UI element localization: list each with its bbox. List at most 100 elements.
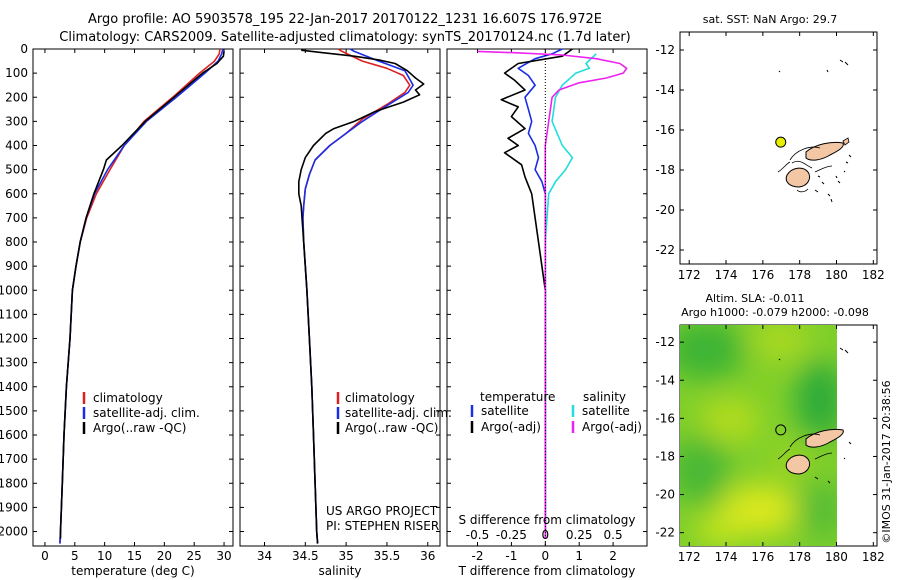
lon-tick-label: 174 [715, 268, 738, 282]
lon-tick-label: 180 [825, 550, 848, 564]
lat-tick-label: -14 [655, 83, 675, 97]
imos-credit: ©IMOS 31-Jan-2017 20:38:56 [880, 380, 893, 543]
lat-tick-label: -16 [655, 123, 675, 137]
x-tick-label: 36 [420, 549, 435, 563]
lat-tick-label: -14 [655, 373, 675, 387]
series-line-argo-raw-qc- [59, 51, 225, 539]
salinity-panel [239, 48, 441, 547]
x-tick-label: 2 [609, 549, 617, 563]
legend-label-t-argo: Argo(-adj) [481, 420, 541, 434]
depth-tick-label: 100 [5, 66, 28, 80]
lon-tick-label: 182 [862, 268, 885, 282]
legend-label-argo: Argo(..raw -QC) [345, 421, 438, 435]
header-line1: Argo profile: AO 5903578_195 22-Jan-2017… [88, 12, 602, 27]
lon-tick-label: 176 [751, 268, 774, 282]
sst-map-title: sat. SST: NaN Argo: 29.7 [703, 13, 837, 26]
depth-tick-label: 1700 [0, 452, 28, 466]
lat-tick-label: -22 [655, 526, 675, 540]
depth-tick-label: 300 [5, 114, 28, 128]
temperature-legend: climatology satellite-adj. clim. Argo(..… [82, 391, 200, 435]
lon-tick-label: 178 [788, 268, 811, 282]
lon-tick-label: 174 [715, 550, 738, 564]
series-line-temperature-argo-adj- [500, 48, 573, 539]
series-line-argo-raw-qc- [298, 49, 425, 544]
series-line-climatology [302, 48, 411, 544]
lat-tick-label: -12 [655, 43, 675, 57]
depth-tick-label: 1300 [0, 356, 28, 370]
lat-tick-label: -20 [655, 488, 675, 502]
x-tick-label: 30 [216, 549, 231, 563]
series-line-temperature-satellite [517, 48, 563, 539]
argo-float-marker [775, 424, 787, 436]
x-tick-label: 0 [41, 549, 49, 563]
lat-tick-label: -16 [655, 411, 675, 425]
lon-tick-label: 176 [751, 550, 774, 564]
depth-tick-label: 1200 [0, 332, 28, 346]
top-tick-label: -0.25 [496, 528, 527, 542]
temperature-panel [32, 48, 234, 547]
lat-tick-label: -22 [655, 243, 675, 257]
legend-title-temperature: temperature [480, 390, 555, 404]
islets [778, 347, 852, 484]
difference-panel [446, 48, 648, 547]
sst-map-land [777, 59, 852, 203]
salinity-legend: climatology satellite-adj. clim. Argo(..… [336, 391, 452, 435]
lon-tick-label: 180 [825, 268, 848, 282]
lat-tick-label: -12 [655, 335, 675, 349]
depth-tick-label: 1400 [0, 380, 28, 394]
island-viti-levu [785, 167, 811, 188]
depth-tick-label: 600 [5, 187, 28, 201]
x-tick-label: 15 [127, 549, 142, 563]
series-line-climatology [59, 48, 221, 544]
x-tick-label: 35.5 [374, 549, 401, 563]
legend-label-climatology: climatology [93, 391, 163, 405]
depth-tick-label: 1800 [0, 476, 28, 490]
argo-float-marker [775, 136, 787, 148]
salinity-xlabel: salinity [318, 564, 361, 578]
lat-tick-label: -18 [655, 449, 675, 463]
legend-label-climatology: climatology [345, 391, 415, 405]
islet-group-north [778, 59, 849, 73]
depth-tick-label: 400 [5, 139, 28, 153]
depth-tick-label: 1600 [0, 428, 28, 442]
depth-tick-label: 1900 [0, 500, 28, 514]
legend-label-satellite: satellite-adj. clim. [345, 406, 452, 420]
difference-xlabel: T difference from climatology [458, 564, 636, 578]
series-line-salinity-argo-adj- [477, 50, 628, 539]
lon-tick-label: 178 [788, 550, 811, 564]
series-line-satellite-adj-clim- [59, 48, 224, 544]
sla-map-title-2: Argo h1000: -0.079 h2000: -0.098 [681, 306, 869, 319]
legend-label-s-argo: Argo(-adj) [582, 420, 642, 434]
depth-tick-label: 800 [5, 235, 28, 249]
project-annotation-line2: PI: STEPHEN RISER [326, 519, 439, 533]
sla-map-title-1: Altim. SLA: -0.011 [705, 292, 804, 305]
depth-tick-label: 0 [20, 42, 28, 56]
difference-legend: temperature satellite Argo(-adj) salinit… [470, 390, 642, 434]
x-tick-label: 34.5 [292, 549, 319, 563]
x-tick-label: 0 [541, 549, 549, 563]
top-tick-label: 0.25 [566, 528, 593, 542]
x-tick-label: 25 [187, 549, 202, 563]
lon-tick-label: 172 [678, 268, 701, 282]
sla-map-land [777, 347, 852, 484]
temperature-xlabel: temperature (deg C) [71, 564, 194, 578]
x-tick-label: 1 [575, 549, 583, 563]
top-tick-label: 0 [541, 528, 549, 542]
legend-label-satellite: satellite-adj. clim. [93, 406, 200, 420]
header-line2: Climatology: CARS2009. Satellite-adjuste… [59, 30, 631, 45]
island-taveuni [842, 137, 850, 146]
islet-group-lau [814, 154, 852, 203]
depth-tick-label: 200 [5, 90, 28, 104]
x-tick-label: -2 [472, 549, 484, 563]
lon-tick-label: 182 [862, 550, 885, 564]
legend-label-s-satellite: satellite [582, 404, 630, 418]
sla-heatmap [680, 325, 837, 546]
depth-tick-label: 1500 [0, 404, 28, 418]
legend-title-salinity: salinity [583, 390, 626, 404]
project-annotation-line1: US ARGO PROJECT [326, 504, 438, 518]
lon-tick-label: 172 [678, 550, 701, 564]
top-tick-label: 0.5 [604, 528, 623, 542]
reef-outline [777, 146, 833, 193]
top-tick-label: -0.5 [466, 528, 489, 542]
